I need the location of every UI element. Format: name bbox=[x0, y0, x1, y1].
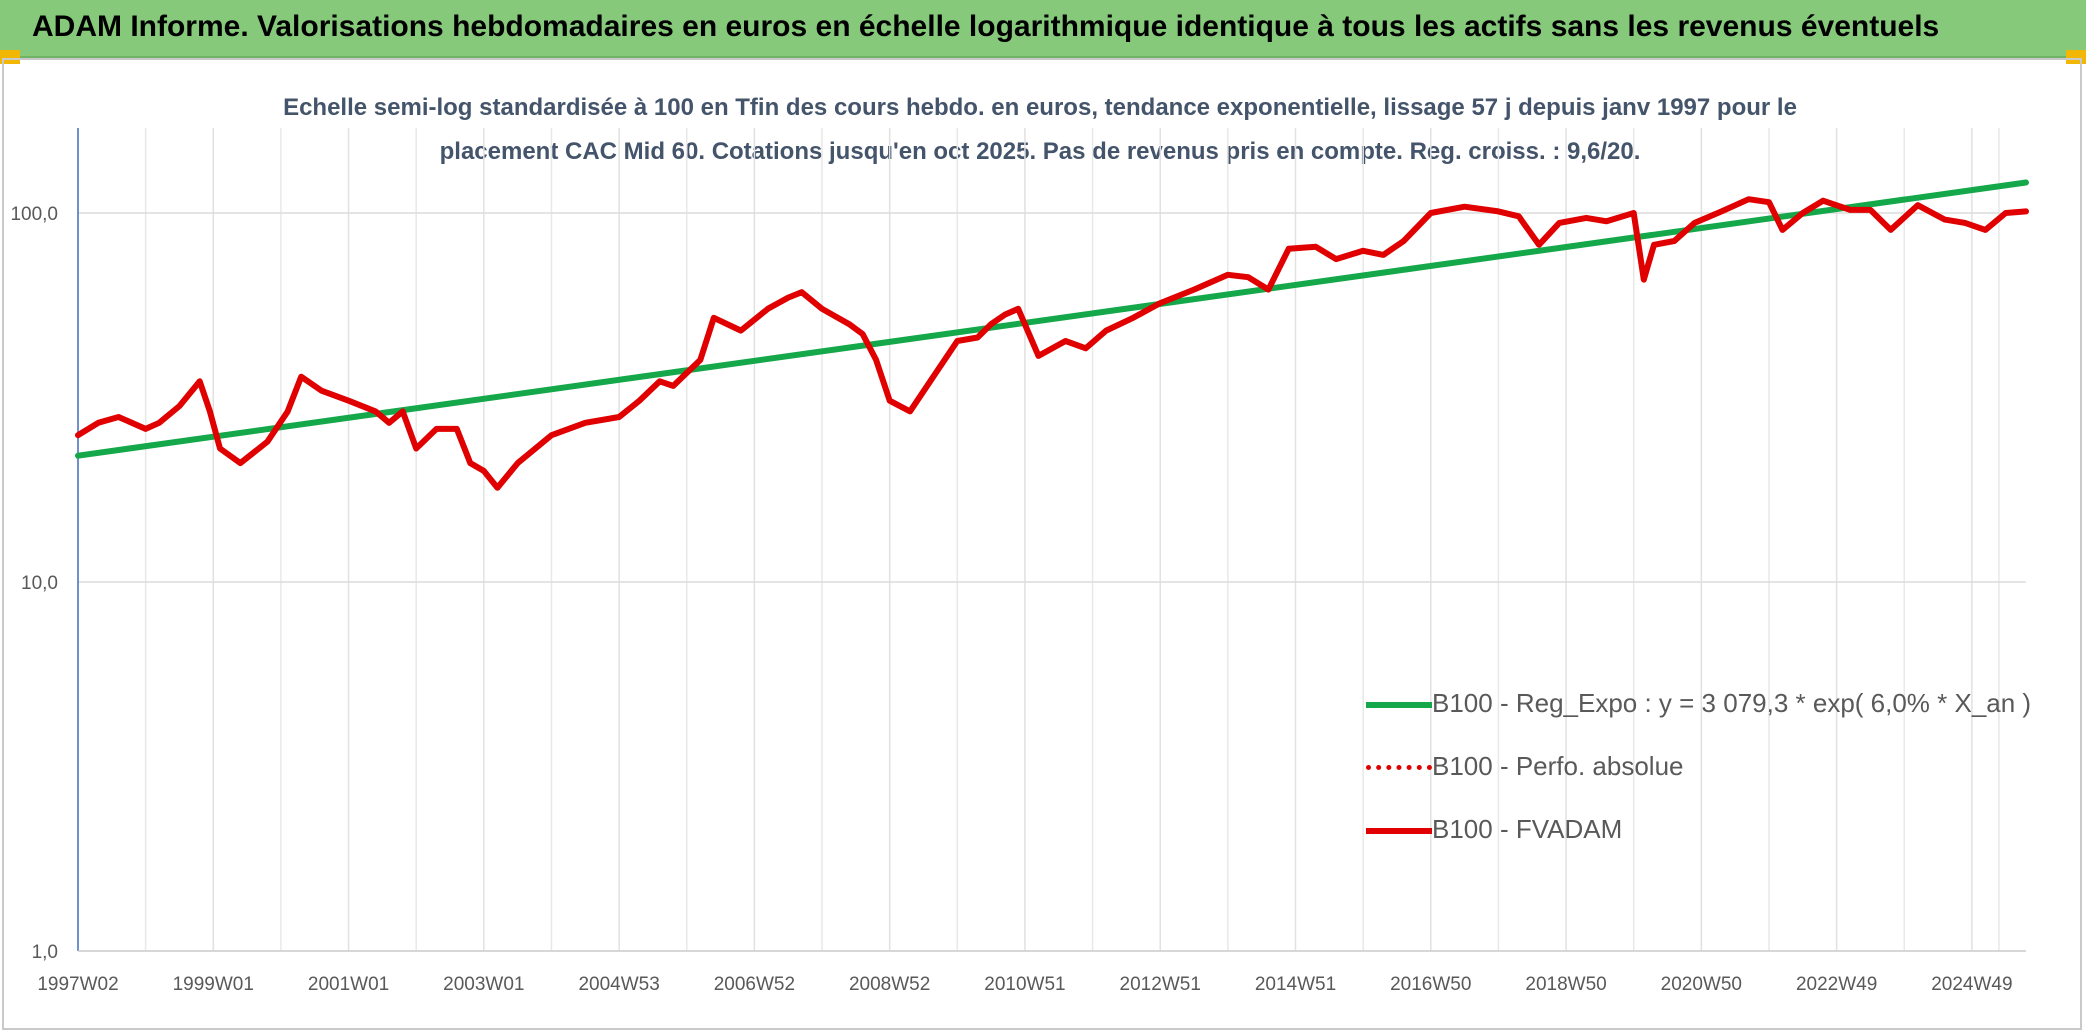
x-tick-label: 2004W53 bbox=[578, 974, 659, 995]
x-tick-label: 2014W51 bbox=[1255, 974, 1336, 995]
chart-subtitle-line-2: placement CAC Mid 60. Cotations jusqu'en… bbox=[439, 138, 1641, 165]
chart-subtitle: Echelle semi-log standardisée à 100 en T… bbox=[160, 86, 1920, 174]
legend-label-reg-expo: B100 - Reg_Expo : y = 3 079,3 * exp( 6,0… bbox=[1432, 688, 2032, 718]
legend-label-fvadam: B100 - FVADAM bbox=[1432, 814, 1623, 844]
report-title: ADAM Informe. Valorisations hebdomadaire… bbox=[32, 10, 1940, 43]
series-line-reg-expo bbox=[75, 179, 2029, 459]
x-tick-label: 2024W49 bbox=[1931, 974, 2012, 995]
chart-subtitle-line-1: Echelle semi-log standardisée à 100 en T… bbox=[283, 94, 1797, 121]
x-tick-label: 2016W50 bbox=[1390, 974, 1471, 995]
x-tick-label: 2018W50 bbox=[1525, 974, 1606, 995]
chart-frame bbox=[2, 58, 2082, 1030]
series-line-fvadam bbox=[75, 196, 2029, 491]
x-tick-label: 2020W50 bbox=[1661, 974, 1742, 995]
x-tick-label: 2003W01 bbox=[443, 974, 524, 995]
x-tick-label: 2012W51 bbox=[1120, 974, 1201, 995]
y-tick-label: 1,0 bbox=[32, 942, 58, 963]
x-tick-label: 2010W51 bbox=[984, 974, 1065, 995]
corner-marker-left bbox=[0, 50, 20, 64]
x-tick-label: 1997W02 bbox=[37, 974, 118, 995]
x-tick-label: 2008W52 bbox=[849, 974, 930, 995]
legend-label-perfo-absolue: B100 - Perfo. absolue bbox=[1432, 751, 1684, 781]
x-tick-label: 2001W01 bbox=[308, 974, 389, 995]
legend-swatch-green-line bbox=[1366, 702, 1432, 708]
x-tick-label: 1999W01 bbox=[173, 974, 254, 995]
x-tick-label: 2022W49 bbox=[1796, 974, 1877, 995]
x-tick-label: 2006W52 bbox=[714, 974, 795, 995]
y-tick-label: 10,0 bbox=[21, 573, 58, 594]
y-tick-label: 100,0 bbox=[10, 204, 58, 225]
legend-swatch-red-line bbox=[1366, 828, 1432, 834]
report-banner: ADAM Informe. Valorisations hebdomadaire… bbox=[0, 0, 2086, 58]
legend-swatch-dotted-red-line bbox=[1366, 765, 1432, 770]
